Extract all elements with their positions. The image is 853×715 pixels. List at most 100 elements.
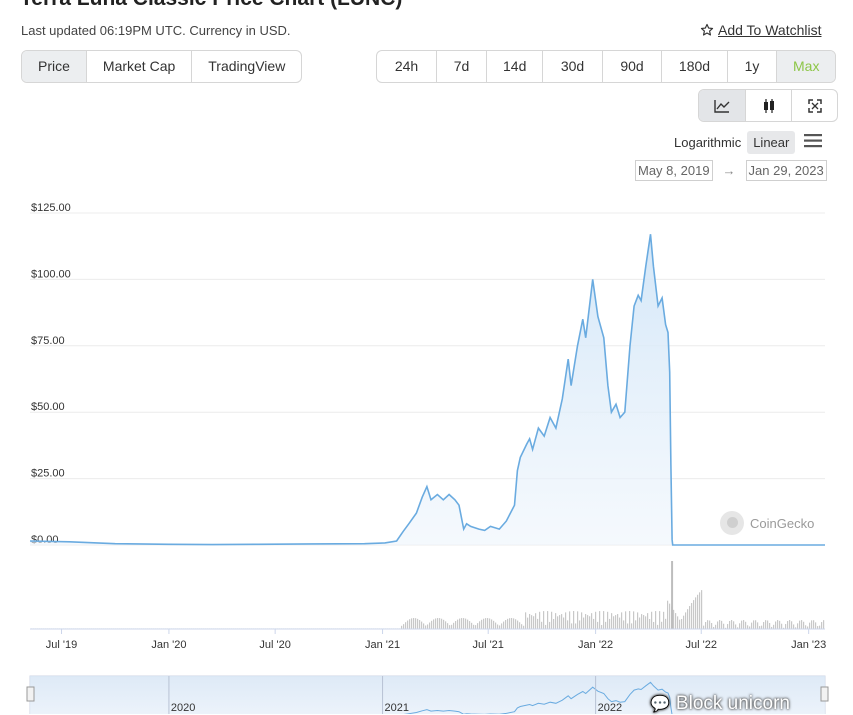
fullscreen-button[interactable] — [791, 90, 837, 121]
volume-bar — [579, 620, 581, 629]
volume-bar — [691, 603, 693, 629]
volume-bar — [437, 618, 439, 629]
volume-bar — [495, 622, 497, 629]
star-icon — [700, 23, 714, 36]
view-mode-selector — [698, 89, 838, 122]
logarithmic-option[interactable]: Logarithmic — [674, 135, 742, 150]
volume-bar — [821, 622, 823, 629]
volume-bar — [673, 609, 675, 629]
volume-bar — [473, 624, 475, 629]
volume-bar — [499, 625, 501, 629]
volume-bar — [645, 616, 647, 629]
volume-bar — [461, 618, 463, 629]
volume-bar — [803, 621, 805, 629]
date-from-input[interactable]: May 8, 2019 — [635, 160, 713, 181]
volume-bar — [687, 609, 689, 629]
tab-tradingview[interactable]: TradingView — [191, 51, 301, 82]
volume-bar — [533, 616, 535, 629]
date-to-input[interactable]: Jan 29, 2023 — [745, 160, 827, 181]
watchlist-label: Add To Watchlist — [718, 22, 822, 38]
volume-bar — [603, 611, 605, 629]
volume-bar — [805, 625, 807, 629]
candlestick-view-button[interactable] — [745, 90, 791, 121]
volume-bar — [535, 613, 537, 629]
range-max-button[interactable]: Max — [776, 51, 835, 82]
volume-bar — [659, 611, 661, 629]
range-90d-button[interactable]: 90d — [602, 51, 661, 82]
volume-bar — [479, 621, 481, 629]
volume-bar — [719, 620, 721, 629]
volume-bar — [807, 626, 809, 629]
range-7d-button[interactable]: 7d — [436, 51, 486, 82]
volume-bar — [541, 621, 543, 629]
x-tick-label: Jul '22 — [686, 639, 717, 651]
volume-bar — [783, 627, 785, 629]
navigator-label: 2021 — [385, 702, 409, 714]
volume-bar — [489, 618, 491, 629]
volume-bar — [565, 612, 567, 629]
volume-bar — [685, 612, 687, 629]
volume-bar — [451, 624, 453, 629]
line-view-button[interactable] — [699, 90, 745, 121]
volume-bar — [459, 618, 461, 629]
volume-bar — [753, 620, 755, 629]
volume-bar — [761, 625, 763, 629]
range-30d-button[interactable]: 30d — [542, 51, 602, 82]
volume-bar — [413, 618, 415, 629]
volume-bar — [683, 615, 685, 629]
volume-bar — [723, 623, 725, 629]
volume-bar — [549, 621, 551, 629]
x-tick-label: Jan '20 — [151, 639, 186, 651]
volume-bar — [589, 616, 591, 629]
y-tick-label: $25.00 — [31, 468, 65, 480]
volume-bar — [517, 620, 519, 629]
range-1y-button[interactable]: 1y — [727, 51, 776, 82]
arrow-right-icon: → — [722, 163, 736, 178]
tab-market-cap[interactable]: Market Cap — [85, 51, 191, 82]
volume-bar — [671, 561, 674, 629]
chart-type-selector: Price Market Cap TradingView — [21, 50, 303, 83]
volume-bar — [737, 627, 739, 629]
linear-option[interactable]: Linear — [747, 131, 796, 154]
y-tick-label: $50.00 — [31, 401, 65, 413]
volume-bar — [507, 618, 509, 629]
add-to-watchlist-link[interactable]: Add To Watchlist — [700, 22, 822, 38]
volume-bar — [745, 621, 747, 629]
volume-bar — [581, 612, 583, 629]
navigator[interactable]: 2020 2021 2022 — [26, 675, 829, 714]
volume-bar — [765, 620, 767, 629]
volume-bar — [575, 623, 577, 629]
volume-bar — [621, 612, 623, 629]
volume-bar — [791, 621, 793, 629]
y-tick-label: $100.00 — [31, 268, 71, 280]
volume-bar — [727, 624, 729, 629]
volume-bar — [409, 619, 411, 629]
price-line — [29, 234, 825, 546]
range-14d-button[interactable]: 14d — [486, 51, 542, 82]
y-tick-label: $125.00 — [31, 202, 71, 214]
volume-bar — [555, 613, 557, 629]
volume-bar — [777, 620, 779, 629]
navigator-handle-left — [26, 686, 35, 702]
volume-bar — [617, 614, 619, 629]
range-180d-button[interactable]: 180d — [661, 51, 727, 82]
chart-menu-button[interactable] — [804, 134, 822, 153]
volume-bar — [819, 625, 821, 629]
volume-bar — [629, 611, 631, 629]
volume-bar — [525, 612, 527, 629]
volume-bar — [785, 624, 787, 629]
volume-bar — [545, 624, 547, 629]
volume-bar — [405, 622, 407, 629]
volume-bar — [529, 614, 531, 629]
volume-bar — [655, 611, 657, 629]
volume-bar — [755, 620, 757, 629]
volume-bar — [771, 626, 773, 629]
volume-bar — [759, 626, 761, 629]
volume-bar — [623, 620, 625, 629]
tab-price[interactable]: Price — [22, 51, 86, 82]
last-updated-text: Last updated 06:19PM UTC. Currency in US… — [21, 23, 291, 38]
range-24h-button[interactable]: 24h — [394, 58, 419, 74]
coingecko-logo-icon — [720, 511, 744, 535]
hamburger-menu-icon — [804, 134, 822, 148]
